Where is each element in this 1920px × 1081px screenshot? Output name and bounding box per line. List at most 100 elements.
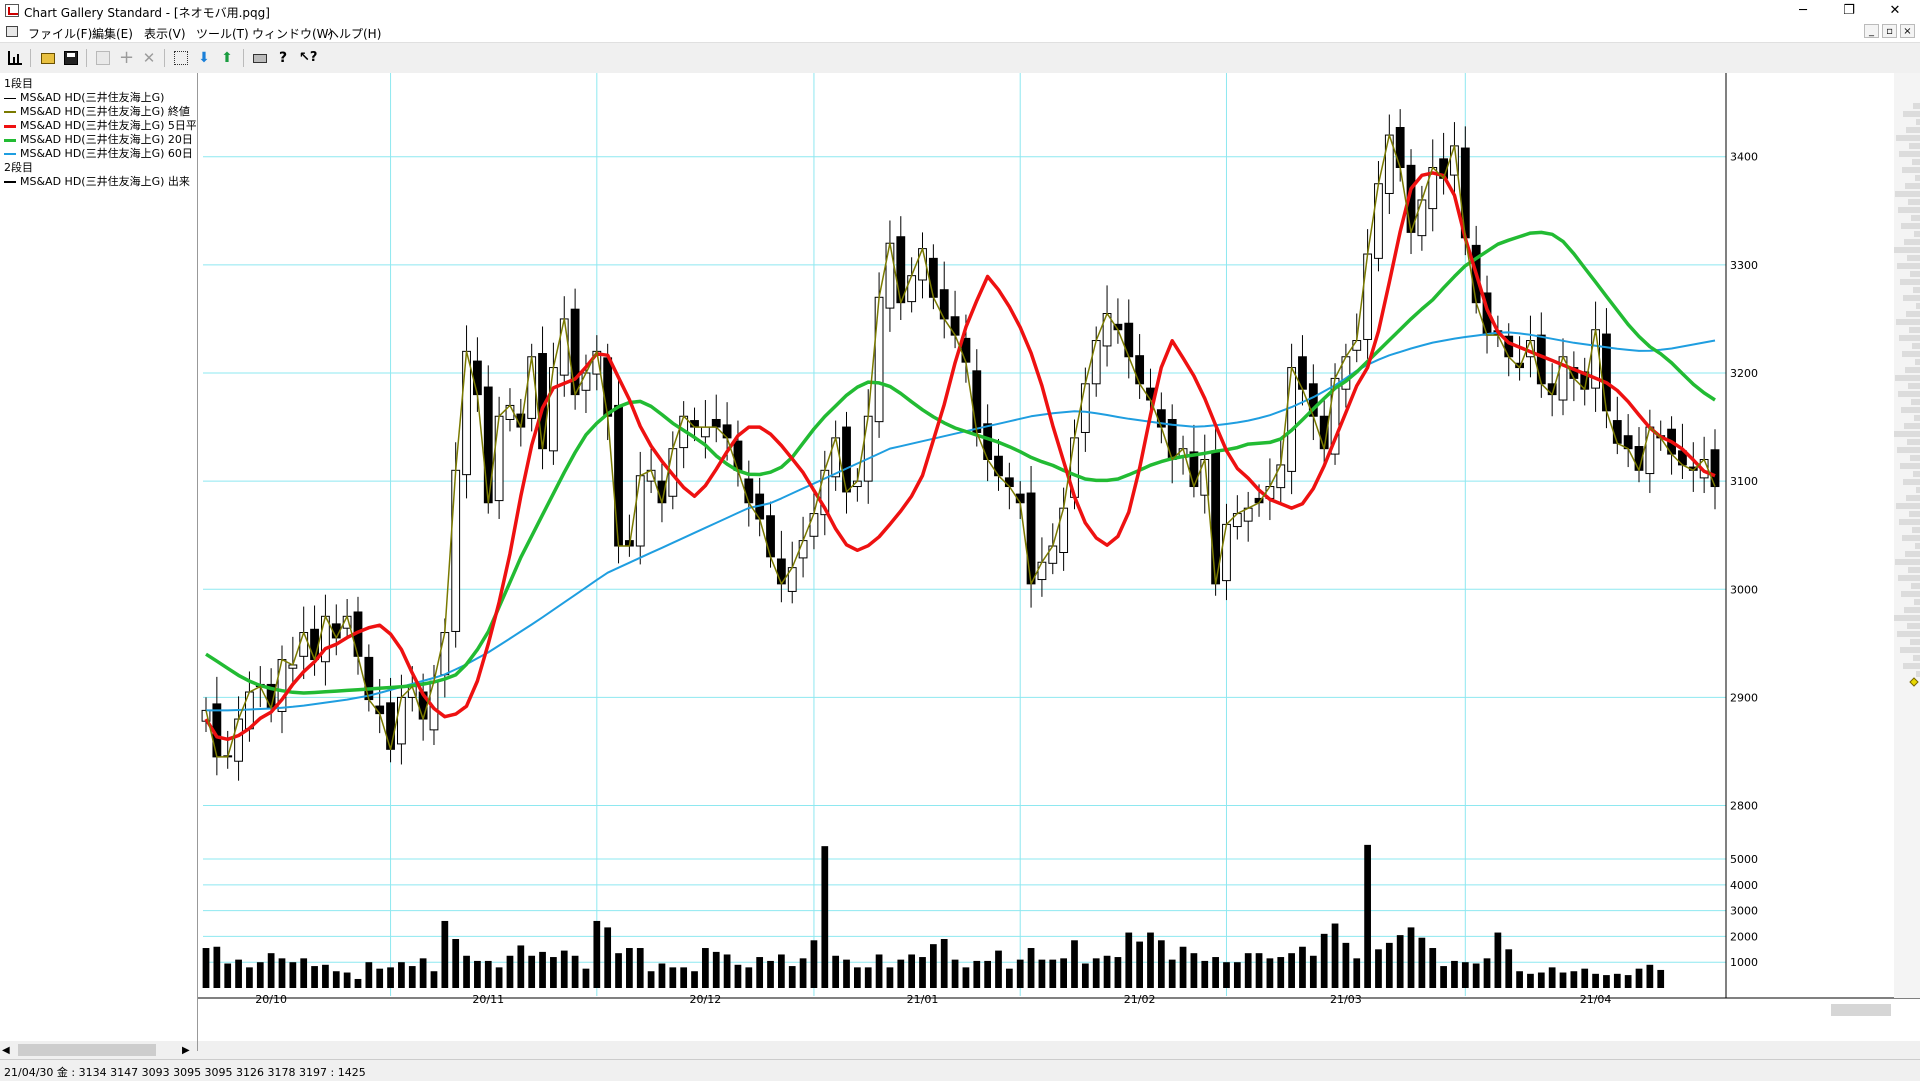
menu-window[interactable]: ウィンドウ(W) <box>252 27 334 41</box>
candle-body <box>1363 253 1373 340</box>
candle-body <box>440 632 450 676</box>
volume-bar <box>1223 962 1230 988</box>
price-tick-label: 3300 <box>1730 259 1758 272</box>
volume-bar <box>1190 953 1198 988</box>
volume-bar <box>419 958 427 988</box>
volume-bar <box>1255 953 1263 988</box>
help-button[interactable]: ? <box>272 47 294 69</box>
distribution-bar <box>1901 591 1920 597</box>
candle-body <box>1287 367 1297 472</box>
mdi-minimize-button[interactable]: _ <box>1864 24 1879 38</box>
add-button[interactable]: + <box>115 47 137 69</box>
candle-body <box>950 316 960 336</box>
copy-button[interactable] <box>92 47 114 69</box>
volume-bar <box>1461 962 1469 988</box>
mdi-restore-button[interactable]: ▫ <box>1882 24 1897 38</box>
legend-item-volume[interactable]: MS&AD HD(三井住友海上G) 出来 <box>4 173 196 189</box>
distribution-bar <box>1911 215 1920 221</box>
candle-body <box>1222 523 1231 582</box>
new-chart-button[interactable] <box>4 47 26 69</box>
legend-scrollbar[interactable]: ◀ ▶ <box>0 1041 197 1059</box>
scroll-left-arrow-icon[interactable]: ◀ <box>2 1045 10 1056</box>
menu-file[interactable]: ファイル(F) <box>28 27 93 41</box>
distribution-bar <box>1906 495 1920 501</box>
distribution-bar <box>1903 663 1920 669</box>
download-icon: ⬇ <box>198 50 210 66</box>
volume-bar <box>408 966 416 988</box>
distribution-bar <box>1913 103 1920 109</box>
context-help-button[interactable]: ↖? <box>295 47 317 69</box>
legend-item-close[interactable]: MS&AD HD(三井住友海上G) 終値 <box>4 103 196 119</box>
price-tick-label: 3000 <box>1730 583 1758 596</box>
delete-button[interactable]: ✕ <box>138 47 160 69</box>
candle-body <box>1211 450 1221 585</box>
volume-bar <box>843 959 850 988</box>
distribution-bar <box>1900 279 1920 285</box>
volume-bar <box>1179 946 1187 988</box>
volume-bar <box>919 957 926 988</box>
scroll-thumb[interactable] <box>18 1044 156 1056</box>
volume-bar <box>647 971 655 988</box>
volume-bar <box>1516 971 1523 988</box>
document-icon[interactable] <box>6 26 18 37</box>
distribution-bar <box>1905 551 1920 557</box>
chart-area[interactable]: 2800 2900 3000 3100 3200 3300 3400 1000 2000 3000… <box>198 73 1920 1041</box>
candle-body <box>1048 545 1058 564</box>
download-button[interactable]: ⬇ <box>193 47 215 69</box>
menu-view[interactable]: 表示(V) <box>144 27 186 41</box>
volume-bar <box>940 939 948 988</box>
legend-swatch <box>4 153 16 155</box>
price-tick-label: 2900 <box>1730 691 1758 704</box>
open-button[interactable] <box>37 47 59 69</box>
candle-body <box>1037 561 1047 581</box>
volume-bar <box>778 954 785 988</box>
menu-edit[interactable]: 編集(E) <box>92 27 133 41</box>
volume-bar <box>1613 973 1621 988</box>
save-button[interactable] <box>60 47 82 69</box>
menu-help[interactable]: ヘルプ(H) <box>327 27 382 41</box>
mdi-close-button[interactable]: × <box>1900 24 1915 38</box>
candle-body <box>874 296 884 423</box>
candle-body <box>451 469 461 632</box>
volume-bar <box>1657 969 1665 988</box>
distribution-bar <box>1901 223 1920 229</box>
x-tick-label: 20/12 <box>690 993 722 1006</box>
distribution-bar <box>1913 471 1920 477</box>
volume-bar <box>908 954 916 988</box>
close-button[interactable]: ✕ <box>1889 3 1901 18</box>
volume-bar <box>1505 949 1513 988</box>
volume-tick-label: 1000 <box>1730 956 1758 969</box>
scroll-right-arrow-icon[interactable]: ▶ <box>182 1045 190 1056</box>
distribution-bar <box>1903 111 1920 117</box>
distribution-bar <box>1899 151 1920 157</box>
volume-bar <box>1592 973 1599 988</box>
price-tick-label: 3200 <box>1730 367 1758 380</box>
candle-body <box>766 515 775 558</box>
candle-body <box>1026 492 1036 585</box>
print-button[interactable] <box>249 47 271 69</box>
legend-item-ma5[interactable]: MS&AD HD(三井住友海上G) 5日平 <box>4 117 196 133</box>
volume-bar <box>875 954 883 988</box>
volume-bar <box>691 971 698 988</box>
volume-bar <box>1071 940 1078 988</box>
volume-bar <box>821 846 829 988</box>
volume-bar <box>1299 946 1306 988</box>
import-button[interactable] <box>170 47 192 69</box>
maximize-button[interactable]: ❐ <box>1843 3 1855 18</box>
candle-body <box>548 367 558 452</box>
distribution-bar <box>1908 383 1920 389</box>
plus-icon: + <box>119 47 135 68</box>
legend-item-ma60[interactable]: MS&AD HD(三井住友海上G) 60日 <box>4 145 196 161</box>
volume-bar <box>799 958 807 988</box>
legend-swatch <box>4 124 16 128</box>
volume-bar <box>506 955 514 988</box>
legend-item-ohlc[interactable]: MS&AD HD(三井住友海上G) <box>4 89 196 105</box>
stock-chart[interactable]: 2800 2900 3000 3100 3200 3300 3400 1000 2000 3000… <box>198 73 1920 1041</box>
volume-bar <box>1168 959 1176 988</box>
volume-bar <box>626 948 633 988</box>
legend-item-ma20[interactable]: MS&AD HD(三井住友海上G) 20日 <box>4 131 196 147</box>
minimize-button[interactable]: ─ <box>1799 3 1807 18</box>
menu-tools[interactable]: ツール(T) <box>196 27 249 41</box>
context-help-icon: ↖? <box>299 50 318 65</box>
upload-button[interactable]: ⬆ <box>216 47 238 69</box>
